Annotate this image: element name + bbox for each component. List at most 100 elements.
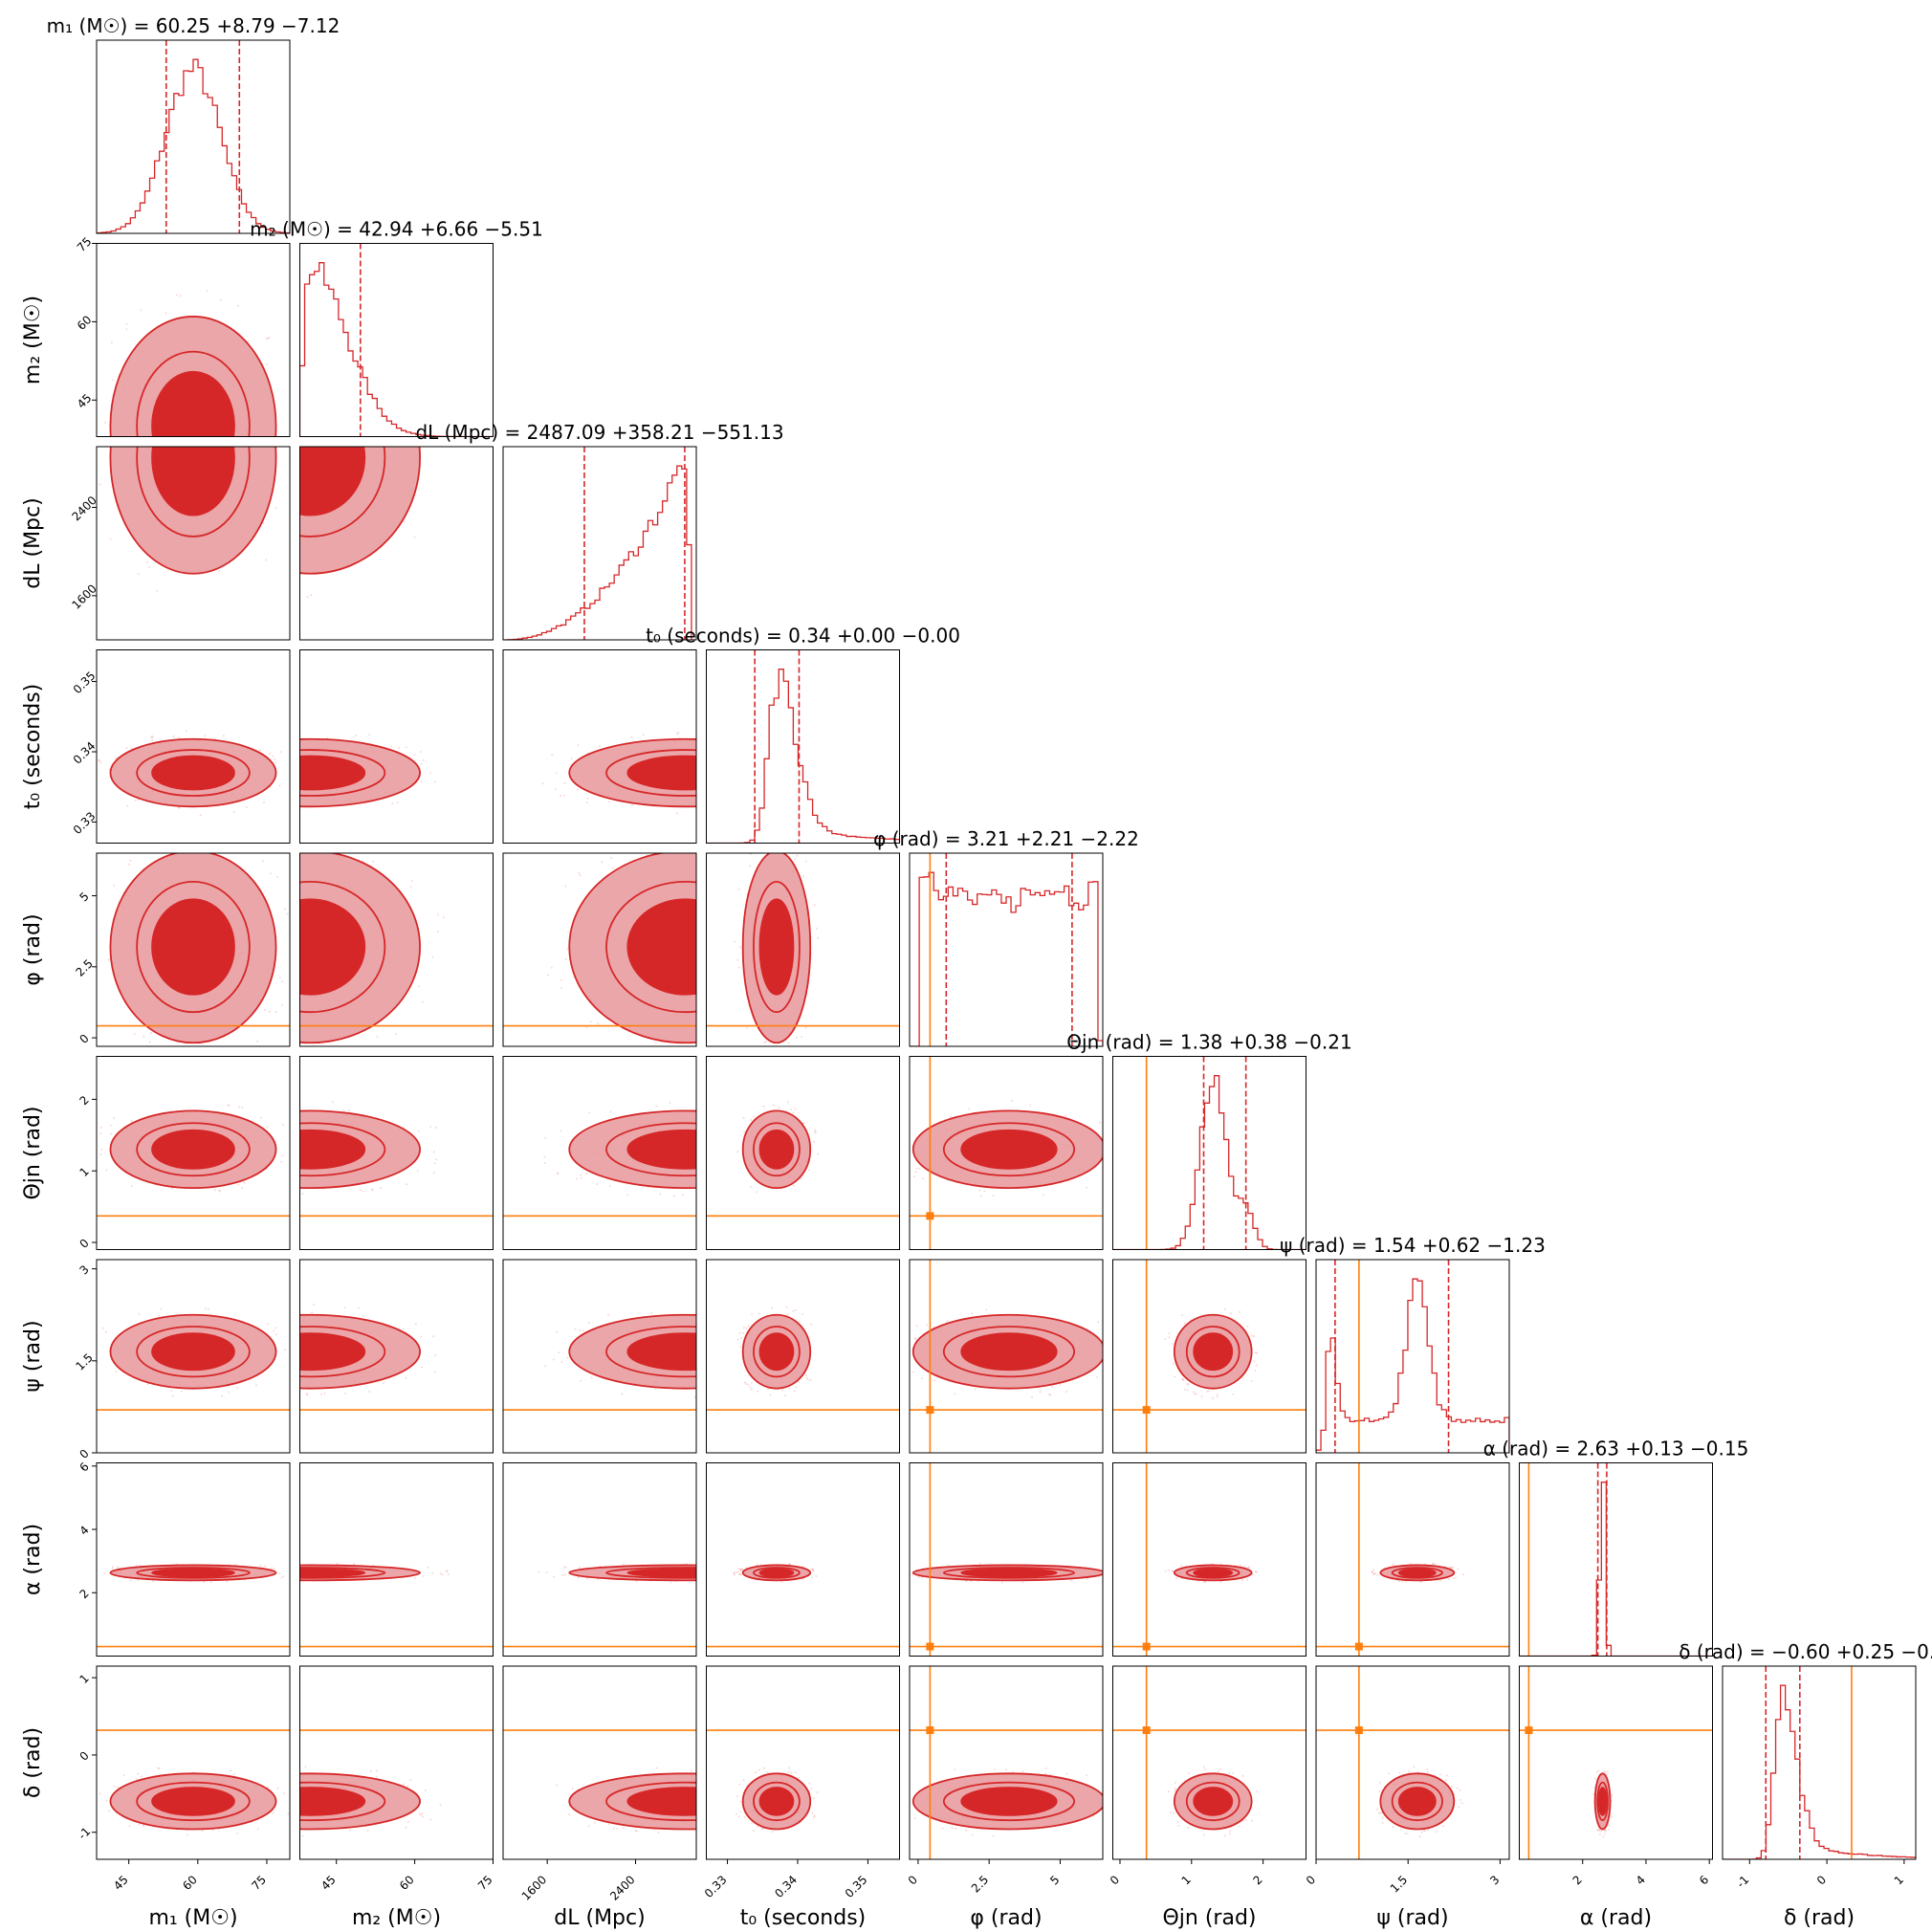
truth-marker bbox=[1142, 1726, 1151, 1735]
y-tick-label-delta: 0 bbox=[77, 1748, 92, 1763]
sample-point bbox=[1431, 1562, 1434, 1565]
sample-point bbox=[906, 1572, 908, 1574]
title-t0: t₀ (seconds) = 0.34 +0.00 −0.00 bbox=[646, 625, 960, 648]
contour-mid bbox=[753, 1122, 801, 1177]
x-tick-label-theta_jn: 2 bbox=[1250, 1873, 1264, 1887]
sample-point bbox=[1405, 1580, 1408, 1583]
sample-point bbox=[1185, 1382, 1188, 1385]
sample-point bbox=[905, 1796, 907, 1798]
panel-m2-dL bbox=[299, 327, 494, 641]
contour-mid bbox=[1391, 1567, 1443, 1579]
panel-frame bbox=[909, 1462, 1104, 1657]
sample-point bbox=[1460, 1798, 1462, 1801]
sample-point bbox=[274, 1327, 277, 1329]
sample-point bbox=[699, 1576, 701, 1578]
sample-point bbox=[773, 833, 775, 835]
sample-point bbox=[1250, 1379, 1253, 1382]
sample-point bbox=[276, 875, 279, 878]
sample-point bbox=[265, 338, 268, 340]
sample-point bbox=[601, 861, 604, 864]
sample-point bbox=[1087, 1578, 1089, 1581]
sample-point bbox=[1392, 1826, 1394, 1829]
sample-point bbox=[629, 849, 631, 851]
contour-mid bbox=[753, 1326, 801, 1378]
sample-point bbox=[589, 1021, 592, 1023]
sample-point bbox=[345, 327, 347, 329]
sample-point bbox=[1427, 1829, 1430, 1832]
sample-point bbox=[710, 1388, 712, 1390]
sample-point bbox=[269, 753, 272, 756]
sample-point bbox=[912, 1371, 915, 1373]
sample-point bbox=[914, 1337, 917, 1340]
sample-point bbox=[282, 1123, 285, 1126]
sample-point bbox=[596, 1183, 599, 1186]
sample-point bbox=[270, 986, 272, 988]
panel-psi-delta: 0 1.5 3 ψ (rad) bbox=[1304, 1665, 1510, 1930]
sample-point bbox=[212, 438, 214, 440]
sample-point bbox=[796, 854, 799, 857]
sample-point bbox=[98, 759, 100, 762]
sample-point bbox=[342, 1109, 345, 1112]
sample-point bbox=[268, 1171, 270, 1173]
sample-point bbox=[587, 1824, 590, 1827]
sample-point bbox=[821, 1160, 823, 1162]
sample-point bbox=[622, 1827, 625, 1830]
sample-point bbox=[811, 1811, 814, 1814]
sample-point bbox=[720, 1314, 722, 1316]
sample-point bbox=[320, 1393, 323, 1395]
sample-point bbox=[1372, 1569, 1375, 1571]
sample-point bbox=[1603, 1833, 1606, 1835]
sample-point bbox=[312, 1050, 314, 1052]
sample-point bbox=[622, 1563, 625, 1566]
sample-point bbox=[918, 1167, 921, 1170]
panel-frame bbox=[502, 1665, 697, 1860]
sample-point bbox=[105, 1799, 108, 1802]
sample-point bbox=[219, 1190, 222, 1193]
sample-point bbox=[743, 840, 745, 842]
sample-point bbox=[814, 1129, 817, 1131]
sample-point bbox=[203, 1581, 206, 1584]
sample-point bbox=[915, 1325, 918, 1328]
sample-point bbox=[811, 1569, 814, 1571]
panel-frame bbox=[299, 1462, 494, 1657]
sample-point bbox=[1164, 1570, 1167, 1572]
sample-point bbox=[414, 1577, 417, 1580]
sample-point bbox=[1410, 1563, 1413, 1566]
sample-point bbox=[429, 772, 432, 775]
sample-point bbox=[1253, 1335, 1256, 1338]
panel-frame bbox=[502, 446, 697, 641]
sample-point bbox=[242, 1312, 244, 1314]
sample-point bbox=[580, 1174, 582, 1176]
contour-mid bbox=[1596, 1781, 1609, 1822]
sample-point bbox=[1607, 1770, 1610, 1773]
title-phi: φ (rad) = 3.21 +2.21 −2.22 bbox=[873, 827, 1139, 850]
sample-point bbox=[1170, 1811, 1173, 1813]
sample-point bbox=[1610, 1815, 1613, 1818]
sample-point bbox=[707, 1307, 709, 1309]
sample-point bbox=[790, 1109, 793, 1111]
sample-point bbox=[270, 377, 272, 379]
sample-point bbox=[1251, 1334, 1254, 1337]
sample-point bbox=[109, 1124, 112, 1127]
sample-point bbox=[187, 1833, 189, 1836]
sample-point bbox=[612, 1827, 615, 1830]
sample-point bbox=[739, 1572, 742, 1575]
sample-point bbox=[742, 1331, 745, 1334]
sample-point bbox=[809, 1379, 812, 1382]
sample-point bbox=[227, 1104, 230, 1107]
sample-point bbox=[178, 736, 181, 739]
sample-point bbox=[1376, 1573, 1379, 1576]
panel-frame bbox=[299, 852, 494, 1047]
sample-point bbox=[815, 1574, 818, 1577]
sample-point bbox=[1606, 1773, 1609, 1776]
sample-point bbox=[725, 1570, 727, 1571]
sample-point bbox=[280, 806, 282, 808]
sample-point bbox=[954, 1393, 956, 1395]
sample-point bbox=[314, 328, 316, 330]
contour-inner bbox=[758, 898, 795, 996]
sample-point bbox=[1595, 1770, 1598, 1773]
sample-point bbox=[1242, 1819, 1245, 1822]
panel-frame bbox=[1519, 1665, 1713, 1860]
title-theta_jn: Θjn (rad) = 1.38 +0.38 −0.21 bbox=[1066, 1031, 1351, 1054]
sample-point bbox=[811, 1576, 814, 1579]
